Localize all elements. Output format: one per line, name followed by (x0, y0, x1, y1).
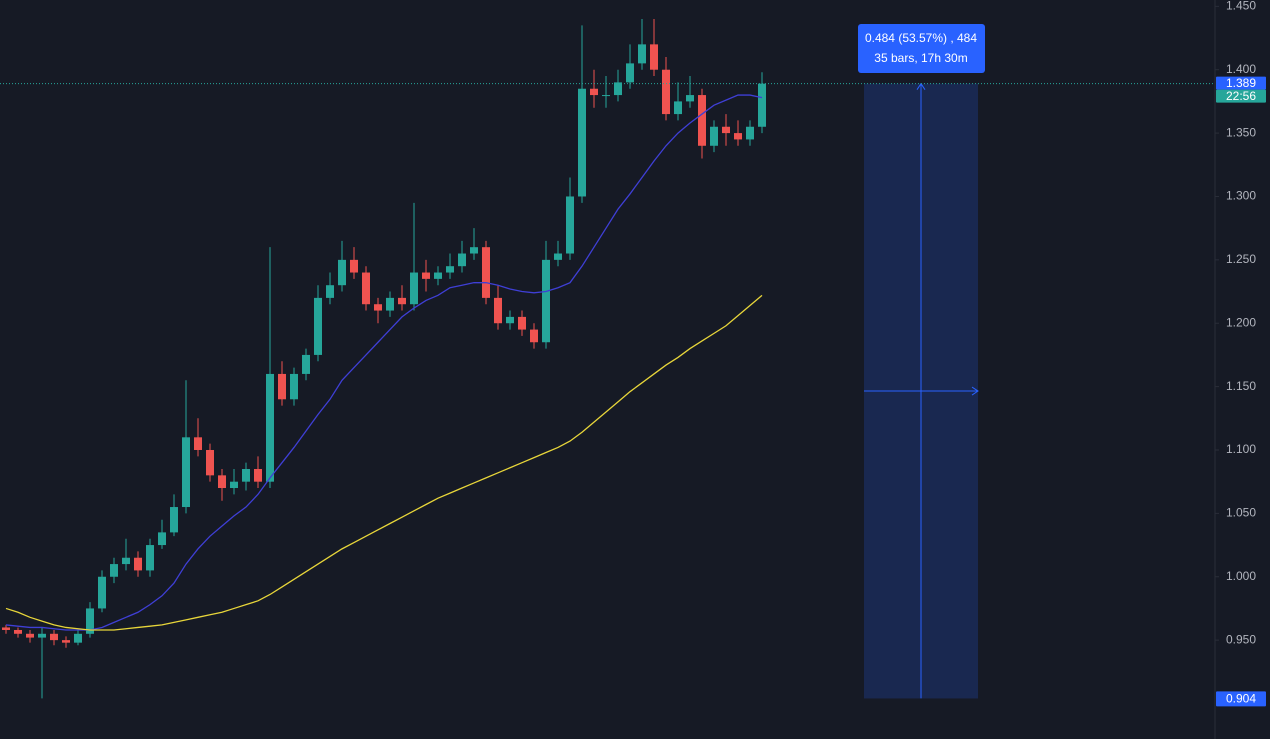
candle-body (662, 69, 670, 115)
candle-body (590, 88, 598, 96)
candle-body (14, 629, 22, 634)
candle-body (266, 373, 274, 482)
candle-body (422, 272, 430, 279)
y-tick-label: 1.400 (1226, 62, 1256, 76)
candle-body (698, 95, 706, 146)
candle-body (230, 481, 238, 489)
candle-body (194, 437, 202, 450)
candle-body (50, 633, 58, 641)
candle-body (62, 640, 70, 643)
candle-body (722, 126, 730, 134)
y-tick-label: 1.300 (1226, 189, 1256, 203)
y-tick-label: 1.200 (1226, 315, 1256, 329)
candle-body (434, 272, 442, 279)
candle-body (626, 63, 634, 83)
y-tick-label: 1.000 (1226, 569, 1256, 583)
candle-body (26, 633, 34, 638)
y-tick-label: 0.950 (1226, 632, 1256, 646)
candle-body (302, 354, 310, 374)
candle-body (110, 564, 118, 577)
candle-body (314, 297, 322, 355)
candle-body (374, 304, 382, 311)
moving-average (5, 94, 763, 631)
y-tick-label: 1.100 (1226, 442, 1256, 456)
candle-body (122, 557, 130, 565)
candle-body (542, 259, 550, 343)
measure-low-label: 0.904 (1226, 692, 1256, 706)
candle-body (446, 266, 454, 273)
candle-body (758, 83, 766, 127)
candle-body (362, 272, 370, 305)
y-tick-label: 1.150 (1226, 379, 1256, 393)
candle-body (350, 259, 358, 273)
candle-body (638, 44, 646, 64)
candle-body (578, 88, 586, 197)
candle-body (566, 196, 574, 254)
candle-body (602, 95, 610, 97)
candle-body (734, 133, 742, 140)
candle-body (518, 316, 526, 330)
measure-tooltip-detail: 35 bars, 17h 30m (874, 51, 967, 65)
moving-average (5, 294, 763, 631)
candle-body (134, 557, 142, 571)
candle-body (86, 608, 94, 634)
candle-body (338, 259, 346, 286)
candle-body (182, 437, 190, 508)
candle-body (278, 373, 286, 400)
candle-body (290, 373, 298, 400)
last-price-label: 1.389 (1226, 76, 1256, 90)
candle-body (386, 297, 394, 311)
candle-body (398, 297, 406, 305)
measure-time-arrowhead (971, 386, 979, 396)
y-tick-label: 1.050 (1226, 506, 1256, 520)
y-tick-label: 1.250 (1226, 252, 1256, 266)
candle-body (158, 532, 166, 546)
countdown-badge (1216, 89, 1266, 103)
candle-body (410, 272, 418, 305)
measure-tooltip (858, 24, 985, 73)
candle-body (506, 316, 514, 324)
candle-body (470, 247, 478, 254)
candle-body (98, 576, 106, 609)
candle-body (554, 253, 562, 260)
candle-body (530, 329, 538, 343)
candle-body (170, 507, 178, 533)
y-tick-label: 1.450 (1226, 0, 1256, 13)
candle-body (242, 469, 250, 482)
candle-body (2, 627, 10, 630)
candle-body (482, 247, 490, 298)
last-price-badge (1216, 76, 1266, 90)
candle-body (494, 297, 502, 324)
candle-body (614, 82, 622, 96)
candle-body (206, 449, 214, 476)
candle-body (74, 633, 82, 643)
candle-body (650, 44, 658, 70)
measure-tooltip-label: 0.484 (53.57%) , 484 (865, 31, 977, 45)
candle-body (746, 126, 754, 140)
candle-body (458, 253, 466, 267)
candle-body (674, 101, 682, 115)
candle-body (218, 475, 226, 489)
countdown-label: 22:56 (1226, 89, 1256, 103)
candle-body (38, 633, 46, 638)
y-tick-label: 1.350 (1226, 125, 1256, 139)
candle-body (686, 95, 694, 102)
candle-body (326, 285, 334, 298)
candle-body (146, 545, 154, 571)
candle-body (254, 469, 262, 482)
measure-low-badge (1216, 691, 1266, 707)
candle-body (710, 126, 718, 146)
